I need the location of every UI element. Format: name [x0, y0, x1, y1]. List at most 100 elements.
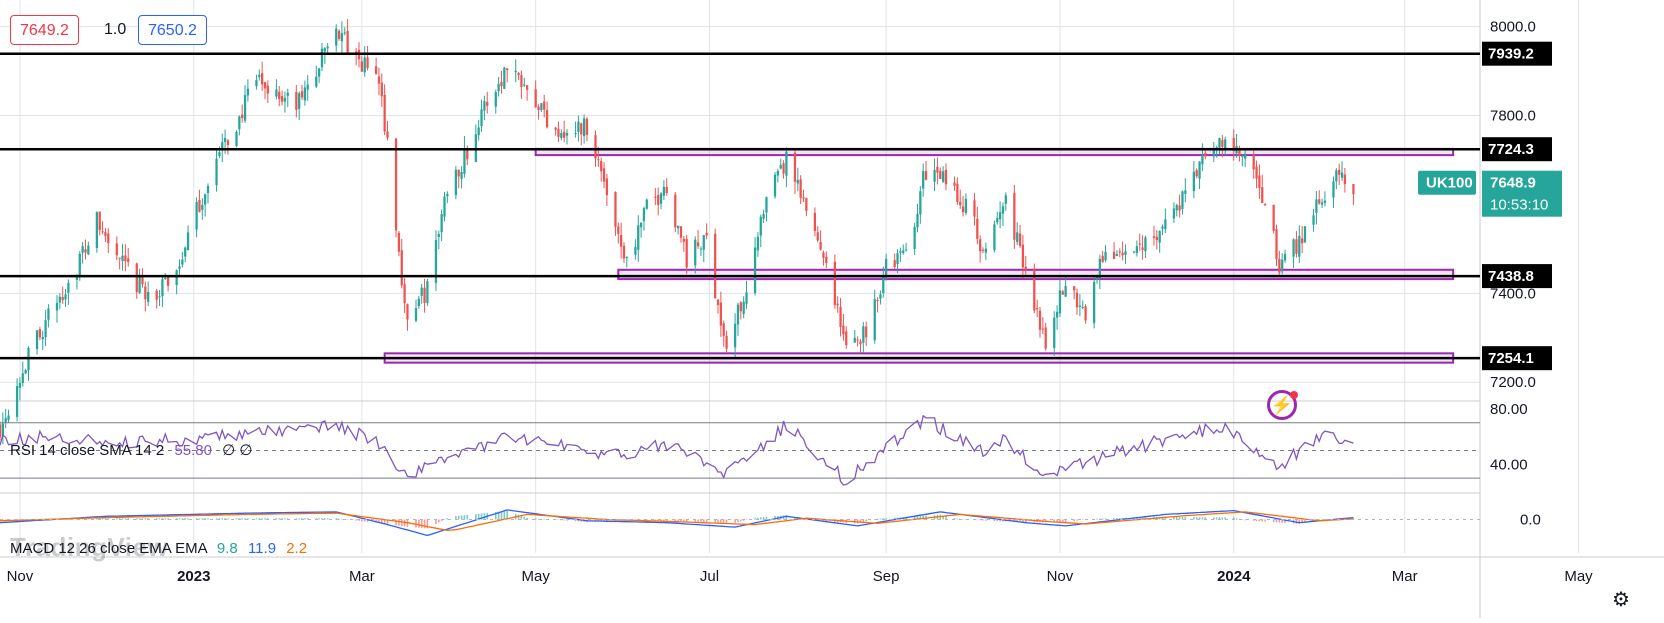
macd-histogram-bar — [1073, 519, 1075, 522]
macd-histogram-bar — [366, 519, 369, 522]
macd-histogram-bar — [135, 518, 138, 520]
macd-histogram-bar — [497, 511, 500, 520]
candle-body — [922, 171, 925, 189]
macd-histogram-bar — [1019, 519, 1021, 523]
macd-histogram-bar — [922, 515, 924, 520]
rsi-legend[interactable]: RSI 14 close SMA 14 2 55.80 ∅ ∅ — [10, 442, 252, 459]
macd-histogram-bar — [1278, 519, 1281, 523]
macd-histogram-bar — [1272, 519, 1275, 523]
macd-tick-label: 0.0 — [1520, 512, 1541, 529]
lightning-icon[interactable]: ⚡ — [1267, 390, 1297, 420]
macd-histogram-bar — [717, 519, 719, 523]
time-tick-label: May — [521, 568, 550, 585]
candle-body — [55, 302, 59, 311]
macd-histogram-bar — [161, 518, 164, 520]
symbol-badge[interactable] — [1418, 170, 1476, 195]
candle-body — [184, 247, 187, 257]
candle-body — [585, 118, 589, 135]
macd-histogram-bar — [1076, 519, 1078, 521]
macd-histogram-bar — [985, 519, 987, 521]
candle-body — [377, 76, 381, 84]
macd-histogram-bar — [415, 519, 417, 528]
bid-price[interactable]: 7649.2 — [10, 15, 79, 45]
macd-histogram-bar — [383, 519, 386, 524]
price-axis[interactable]: 8000.0 7800.0 7400.0 7200.0 UK100 7648.9 10:53… — [1418, 19, 1562, 392]
candle-body — [198, 199, 201, 212]
candle-body — [1272, 205, 1275, 231]
level-badge[interactable] — [1482, 41, 1552, 66]
indicator-legends[interactable]: RSI 14 close SMA 14 2 55.80 ∅ ∅ MACD 12 … — [10, 442, 307, 557]
macd-histogram-bar — [1173, 516, 1175, 520]
candle-body — [543, 101, 546, 110]
candle-body — [1241, 155, 1244, 157]
macd-histogram-bar — [1096, 518, 1098, 520]
macd-histogram-bar — [61, 519, 64, 520]
candle-body — [919, 191, 922, 215]
candle-body — [403, 284, 406, 304]
candle-body — [1164, 219, 1167, 230]
candle-body — [283, 97, 287, 102]
macd-histogram-bar — [1304, 519, 1306, 523]
settings-icon[interactable]: ⚙ — [1612, 589, 1630, 611]
candle-body — [617, 226, 620, 234]
candle-body — [819, 241, 822, 250]
price-tick-label: 7800.0 — [1490, 108, 1536, 125]
candle-body — [1312, 215, 1315, 225]
price-tick-label: 8000.0 — [1490, 19, 1536, 36]
candle-body — [685, 239, 688, 268]
candle-body — [520, 75, 523, 88]
candle-body — [298, 93, 301, 109]
candle-body — [956, 183, 959, 203]
macd-histogram-bar — [526, 517, 528, 520]
candle-body — [523, 84, 526, 86]
candle-body — [326, 46, 329, 49]
candle-body — [514, 70, 517, 73]
candle-body — [363, 57, 366, 73]
last-price-badge[interactable] — [1482, 170, 1562, 217]
macd-legend[interactable]: MACD 12 26 close EMA EMA 9.8 11.9 2.2 — [10, 540, 307, 557]
macd-histogram-bar — [785, 515, 788, 520]
macd-histogram-bar — [395, 519, 397, 526]
time-axis[interactable]: Nov 2023 Mar May Jul Sep Nov 2024 Mar May — [7, 568, 1594, 585]
candle-body — [343, 32, 346, 34]
level-badge[interactable] — [1482, 264, 1552, 289]
macd-histogram-bar — [802, 519, 805, 520]
macd-histogram-bar — [566, 519, 568, 521]
macd-histogram-bar — [144, 518, 147, 520]
candle-body — [78, 253, 81, 276]
macd-histogram-bar — [275, 518, 278, 520]
candle-body — [1184, 190, 1187, 194]
macd-histogram-bar — [201, 518, 204, 520]
macd-histogram-bar — [306, 518, 309, 520]
support-resistance-zone[interactable] — [617, 268, 1455, 281]
candle-body — [736, 304, 740, 325]
macd-histogram-bar — [976, 519, 979, 521]
macd-histogram-bar — [96, 518, 98, 520]
macd-histogram-bar — [1252, 519, 1255, 521]
macd-histogram-bar — [398, 519, 400, 526]
candle-body — [258, 74, 261, 78]
candle-body — [226, 140, 230, 146]
candle-body — [38, 329, 42, 338]
candle-body — [1320, 202, 1324, 205]
macd-histogram-bar — [107, 518, 110, 520]
level-badge[interactable] — [1482, 137, 1552, 162]
candle-body — [1135, 246, 1139, 254]
macd-histogram-bar — [141, 518, 144, 520]
macd-histogram-bar — [879, 518, 882, 520]
candle-body — [135, 263, 138, 293]
level-badge[interactable] — [1482, 346, 1552, 371]
candle-body — [186, 232, 190, 251]
horizontal-levels[interactable]: 7939.2 7724.3 7438.8 7254.1 — [0, 41, 1552, 371]
candle-body — [1013, 192, 1016, 240]
candle-body — [998, 212, 1002, 220]
candle-body — [423, 287, 426, 303]
ask-price[interactable]: 7650.2 — [138, 15, 207, 45]
macd-histogram-bar — [680, 519, 682, 522]
macd-histogram-bar — [124, 518, 127, 520]
candle-body — [95, 212, 99, 249]
candle-body — [953, 182, 956, 186]
macd-histogram-bar — [167, 518, 169, 520]
